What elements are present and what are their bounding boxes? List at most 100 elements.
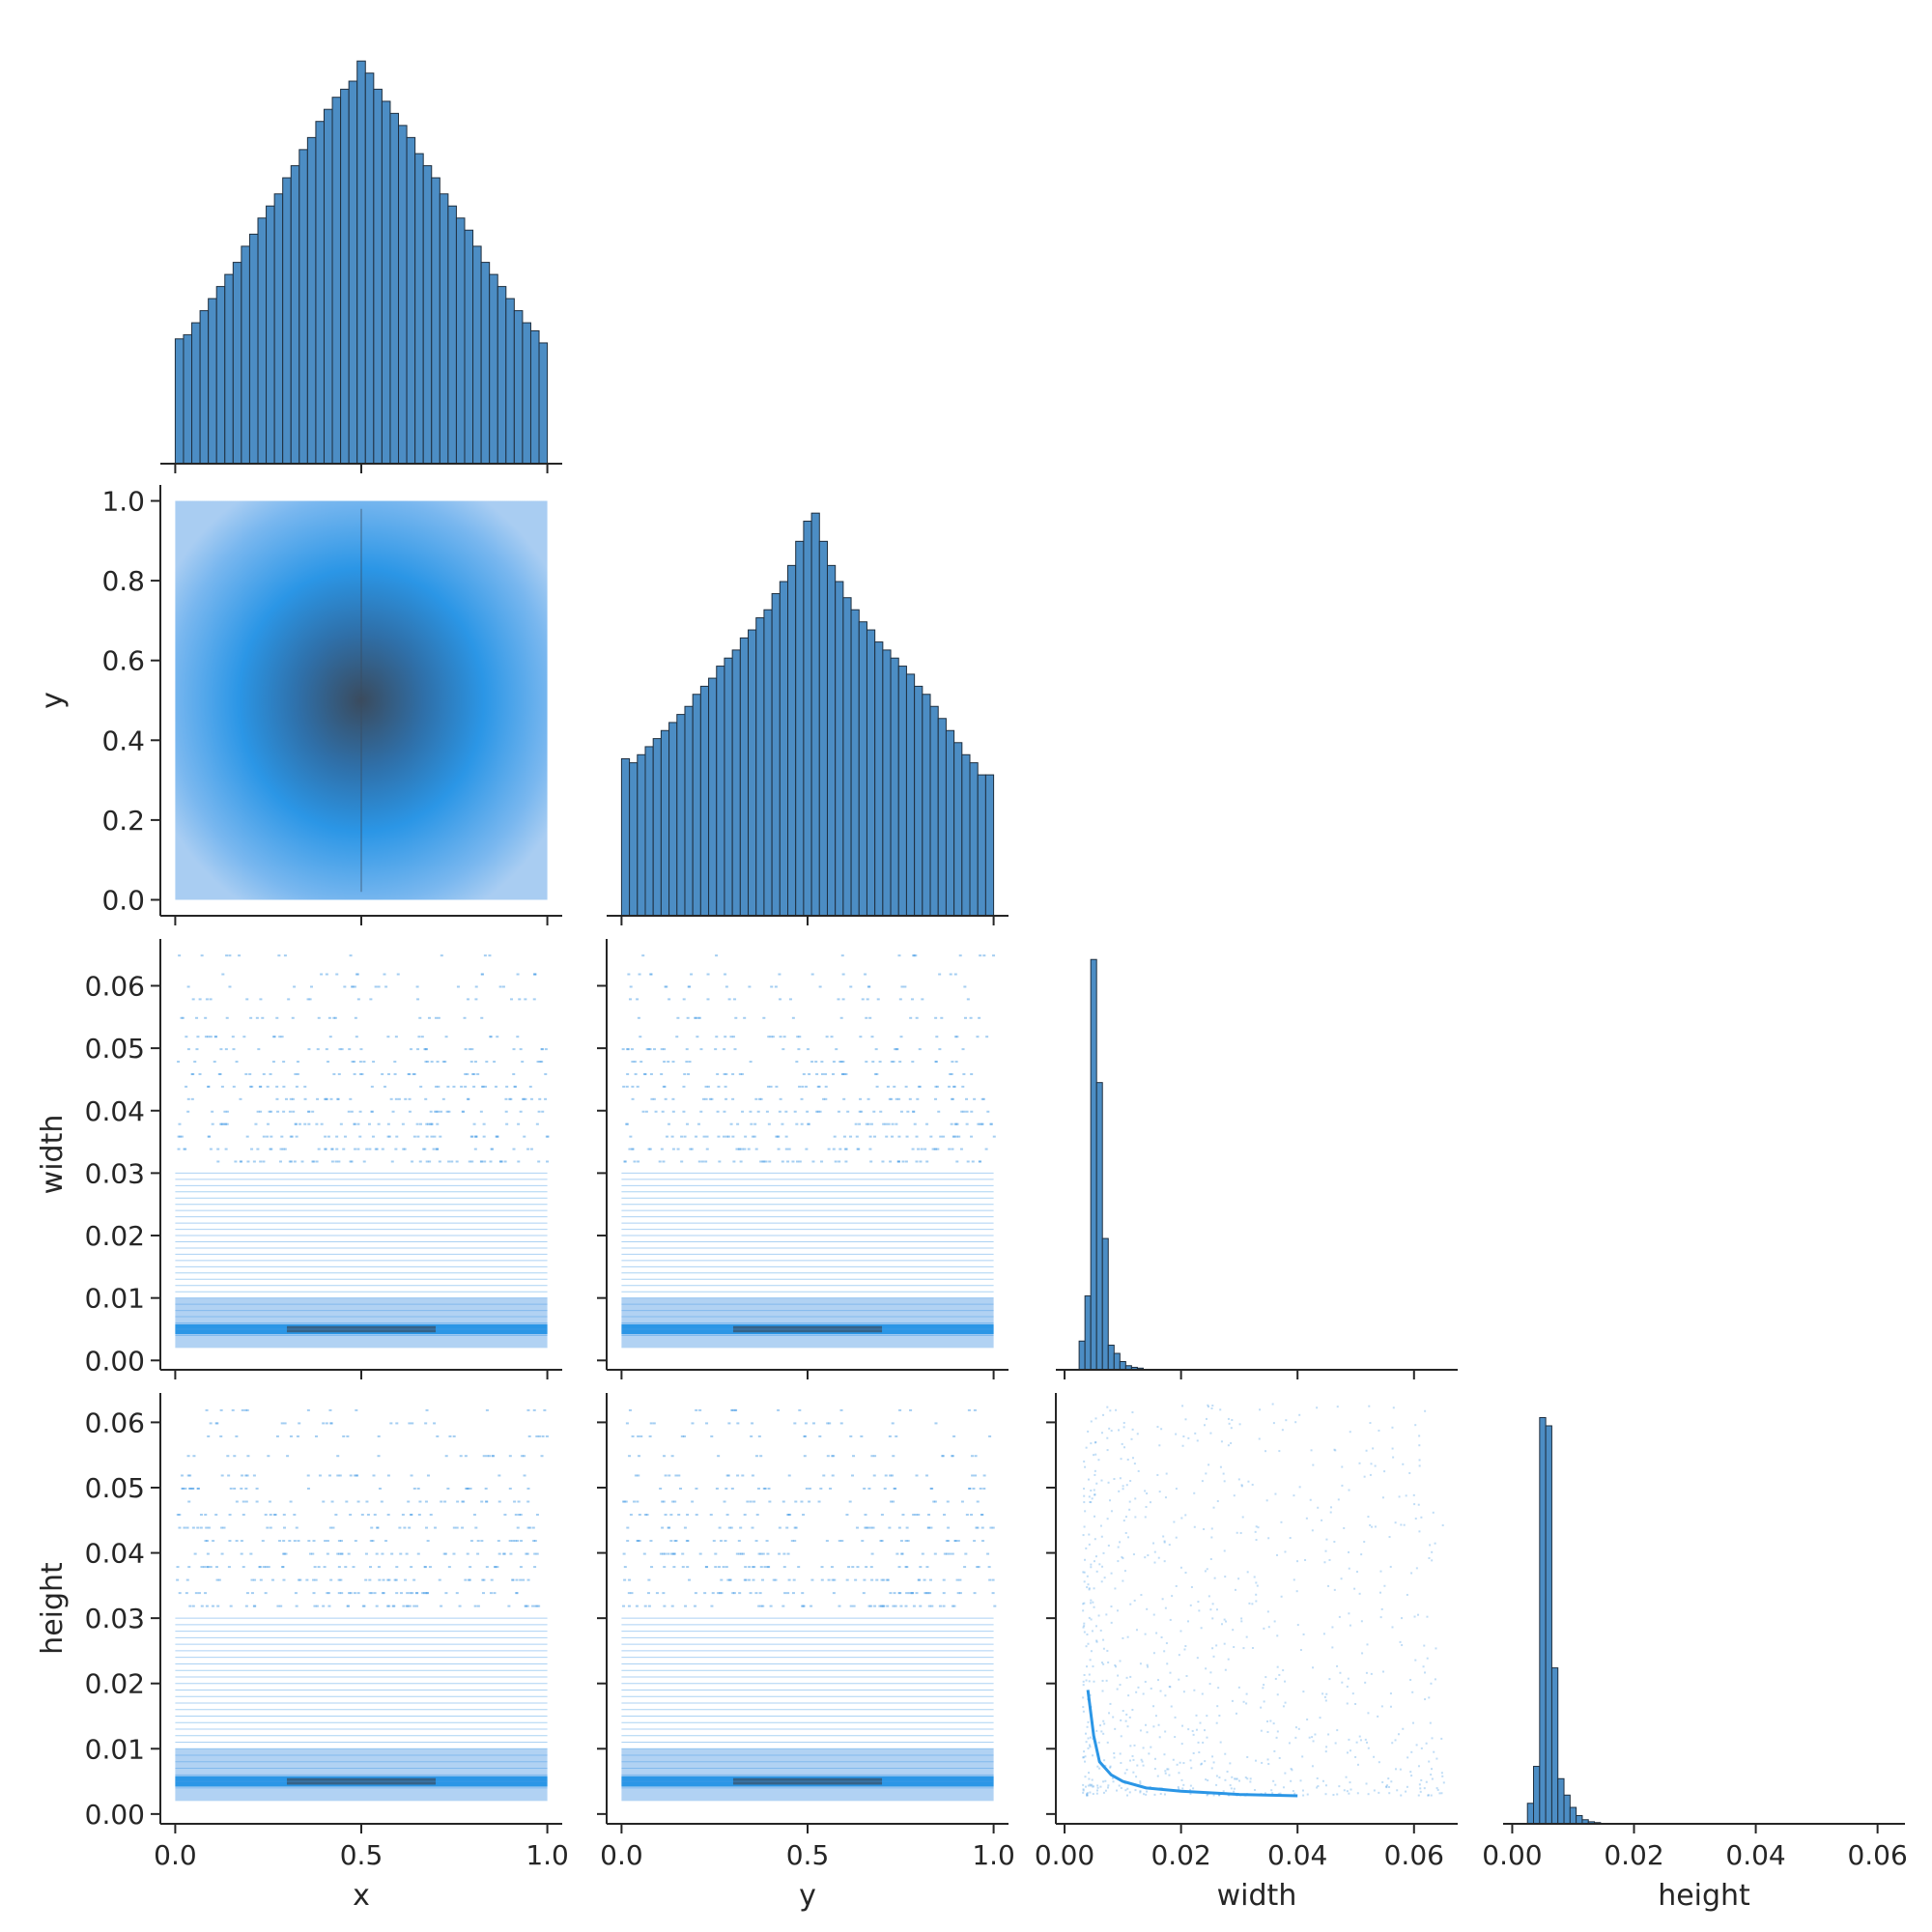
scatter-point [434,1526,438,1529]
scatter-point [753,1122,757,1125]
scatter-point [854,1122,858,1125]
scatter-point [473,1061,477,1064]
scatter-point [1312,1463,1315,1466]
scatter-point [637,1160,640,1163]
scatter-point [464,1578,468,1581]
scatter-point [954,1135,958,1138]
scatter-point [921,1552,924,1555]
scatter-point [178,1592,182,1595]
scatter-point [724,1097,728,1100]
scatter-point [915,1135,919,1138]
scatter-point [396,973,400,976]
scatter-point [749,1500,753,1503]
scatter-point [1102,1791,1105,1794]
scatter-point [1132,1771,1135,1774]
scatter-point [1273,1749,1276,1752]
scatter-point [951,1605,954,1607]
scatter-point [816,1085,820,1088]
scatter-point [326,1540,329,1543]
scatter-point [668,1122,671,1125]
scatter-point [757,1605,761,1607]
scatter-point [811,1160,815,1163]
scatter-point [800,1097,804,1100]
scatter-point [737,1540,741,1543]
scatter-point [410,1514,413,1517]
scatter-point [849,1135,853,1138]
scatter-point [761,1160,765,1163]
hist-bar-x [208,298,217,465]
scatter-point [867,1526,870,1529]
scatter-point [259,1578,263,1581]
scatter-point [686,1540,690,1543]
scatter-point [695,1514,698,1517]
scatter-point [1284,1550,1287,1553]
scatter-point [1420,1747,1423,1749]
scatter-point [1282,1669,1285,1672]
scatter-point [1327,1733,1330,1736]
scatter-point [1251,1603,1254,1605]
scatter-point [898,998,902,1001]
y-tick-label: 0.05 [85,1033,145,1065]
scatter-point [895,1435,898,1437]
scatter-point [1102,1551,1105,1554]
scatter-point [1212,1506,1215,1509]
scatter-point [1084,1510,1087,1513]
scatter-point [1430,1794,1433,1797]
scatter-point [971,1474,975,1477]
scatter-point [973,1097,977,1100]
scatter-point [831,1072,835,1075]
scatter-point [1336,1793,1339,1796]
scatter-point [509,1552,513,1555]
scatter-point [275,1016,279,1019]
scatter-point [628,1408,632,1411]
scatter-point [1107,1544,1110,1547]
scatter-point [880,1514,884,1517]
scatter-point [674,1474,678,1477]
dense-band [621,1748,994,1802]
scatter-point [1338,1785,1341,1788]
scatter-point [670,1455,674,1458]
scatter-point [905,1592,909,1595]
scatter-point [532,998,536,1001]
scatter-point [951,1148,954,1151]
scatter-point [1176,1763,1179,1766]
scatter-point [1086,1586,1089,1589]
scatter-point [1355,1741,1358,1744]
scatter-point [426,1061,430,1064]
scatter-point [303,1085,307,1088]
scatter-point [350,985,354,988]
scatter-point [327,1061,330,1064]
scatter-point [1418,1783,1421,1786]
scatter-point [1406,1756,1409,1759]
scatter-point [795,1061,799,1064]
scatter-point [715,954,719,957]
scatter-point [408,1110,412,1113]
scatter-point [1131,1428,1134,1431]
scatter-point [204,1592,208,1595]
scatter-point [1346,1702,1349,1705]
scatter-point [186,1110,190,1113]
scatter-point [966,1160,970,1163]
scatter-point [976,1500,980,1503]
scatter-point [1088,1680,1091,1683]
scatter-point [1155,1632,1158,1634]
scatter-point [1347,1677,1350,1680]
scatter-point [1087,1737,1090,1740]
scatter-point [968,1487,972,1490]
hist-bar-y [731,649,741,917]
scatter-point [375,1148,379,1151]
scatter-point [1319,1717,1321,1719]
scatter-point [1122,1636,1124,1639]
scatter-point [340,1552,344,1555]
scatter-point [1433,1750,1435,1753]
scatter-point [1100,1432,1103,1435]
scatter-point [1134,1516,1137,1519]
scatter-point [543,1408,547,1411]
scatter-point [198,998,202,1001]
scatter-point [253,1578,257,1581]
scatter-point [1440,1792,1443,1795]
hist-bar-y [897,666,907,917]
scatter-point [855,1135,859,1138]
scatter-point [367,1122,371,1125]
y-tick-label: 0.03 [85,1603,145,1634]
